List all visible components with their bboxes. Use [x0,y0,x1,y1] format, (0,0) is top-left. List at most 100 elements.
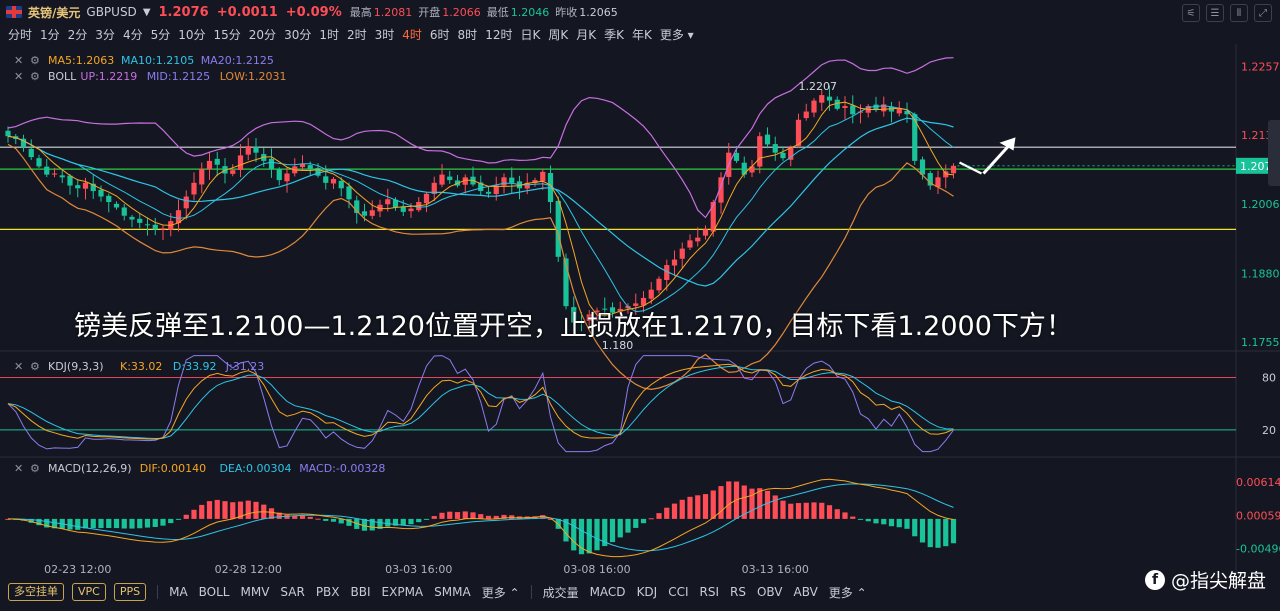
chart-settings-icon[interactable]: ⚟ [1182,4,1200,22]
period-12[interactable]: 3时 [374,27,395,42]
macd-histogram-bar [888,518,895,527]
candle-body [826,96,833,101]
period-10[interactable]: 1时 [319,27,339,42]
candle-body [268,158,275,170]
period-15[interactable]: 8时 [457,27,478,42]
time-axis-label: 02-23 12:00 [44,563,111,576]
sub-indicator-7[interactable]: ABV [793,585,818,599]
macd-histogram-bar [718,486,724,519]
candle-body [640,297,647,306]
candle-body [710,202,716,232]
period-6[interactable]: 10分 [178,27,206,42]
symbol-name[interactable]: 英镑/美元 [28,5,81,20]
main-indicator-5[interactable]: BBI [350,585,371,599]
kdj-axis-label: 80 [1262,371,1276,384]
chevron-down-icon[interactable]: ▼ [142,6,151,18]
candle-body [602,308,608,310]
candle-body [20,138,27,148]
period-20[interactable]: 季K [604,27,624,42]
candle-body [137,218,143,223]
macd-histogram-bar [826,505,833,519]
macd-histogram-bar [710,490,716,519]
sub-indicator-0[interactable]: 成交量 [542,585,579,600]
legend-settings-icon: ⚙ [30,70,40,83]
period-11[interactable]: 2时 [346,27,367,42]
macd-histogram-bar [749,488,755,519]
candle-style-icon[interactable]: ⫴ [1230,4,1248,22]
kdj-j-line [7,355,954,453]
period-3[interactable]: 3分 [95,27,115,42]
macd-histogram-bar [865,518,871,522]
period-4[interactable]: 4分 [122,27,143,42]
period-8[interactable]: 20分 [248,27,277,42]
macd-histogram-bar [144,518,151,528]
macd-histogram-bar [648,518,654,520]
candle-body [323,176,329,183]
sub-indicator-8[interactable]: 更多 ⌃ [828,585,867,600]
period-0[interactable]: 分时 [8,27,33,42]
candle-body [935,177,941,188]
sub-indicator-4[interactable]: RSI [699,585,720,599]
time-axis-label: 03-13 16:00 [742,563,809,576]
period-1[interactable]: 1分 [40,27,60,42]
main-indicator-0[interactable]: MA [169,585,188,599]
period-2[interactable]: 2分 [67,27,88,42]
candle-body [106,195,112,202]
macd-histogram-bar [121,518,127,529]
period-16[interactable]: 12时 [485,27,513,42]
kdj-d-line [7,365,954,440]
period-21[interactable]: 年K [631,27,652,42]
side-panel-handle[interactable] [1268,120,1280,186]
draw-tools-icon[interactable]: ☰ [1206,4,1224,22]
main-indicator-1[interactable]: BOLL [198,585,230,599]
period-13[interactable]: 4时 [402,27,422,42]
sub-indicator-3[interactable]: CCI [668,585,689,599]
main-indicator-2[interactable]: MMV [240,585,270,599]
macd-histogram-bar [82,518,89,529]
candle-body [144,224,151,226]
sub-indicator-5[interactable]: RS [730,585,746,599]
fullscreen-icon[interactable]: ⤢ [1254,4,1272,22]
macd-histogram-bar [284,514,290,519]
macd-histogram-bar [540,515,546,519]
main-indicator-6[interactable]: EXPMA [381,585,424,599]
chart-area[interactable]: 1.22571.21321.20061.18801.17551.22071.18… [0,44,1280,580]
toolbar-button-2[interactable]: PPS [113,583,147,601]
main-indicator-7[interactable]: SMMA [434,585,471,599]
period-19[interactable]: 月K [576,27,597,42]
sub-indicator-6[interactable]: OBV [756,585,783,599]
period-22[interactable]: 更多 ▾ [659,27,694,42]
sub-indicator-1[interactable]: MACD [589,585,626,599]
macd-histogram-bar [152,518,158,527]
candle-body [524,182,530,189]
period-7[interactable]: 15分 [213,27,241,42]
legend-value: UP:1.2219 [80,70,137,83]
main-indicator-3[interactable]: SAR [280,585,305,599]
candle-body [718,177,724,203]
main-indicator-4[interactable]: PBX [315,585,340,599]
candle-body [609,307,616,313]
candle-body [509,177,515,183]
toolbar-button-0[interactable]: 多空挂单 [8,583,64,601]
low-annotation: 1.180 [602,339,634,352]
symbol-code[interactable]: GBPUSD [86,5,137,19]
macd-histogram-bar [803,502,809,519]
macd-histogram-bar [90,518,96,529]
toolbar-button-1[interactable]: VPC [72,583,106,601]
period-14[interactable]: 6时 [429,27,450,42]
period-18[interactable]: 周K [548,27,569,42]
macd-histogram-bar [896,518,902,528]
candle-body [447,176,453,181]
high-annotation: 1.2207 [799,80,838,93]
sub-indicator-2[interactable]: KDJ [636,585,658,599]
macd-histogram-bar [834,509,840,519]
period-5[interactable]: 5分 [150,27,171,42]
period-17[interactable]: 日K [520,27,541,42]
main-indicator-8[interactable]: 更多 ⌃ [481,585,520,600]
candle-body [299,163,306,168]
macd-histogram-bar [253,501,259,519]
candle-body [656,278,662,291]
macd-histogram-bar [454,512,461,519]
period-9[interactable]: 30分 [284,27,312,42]
candle-body [679,248,685,259]
